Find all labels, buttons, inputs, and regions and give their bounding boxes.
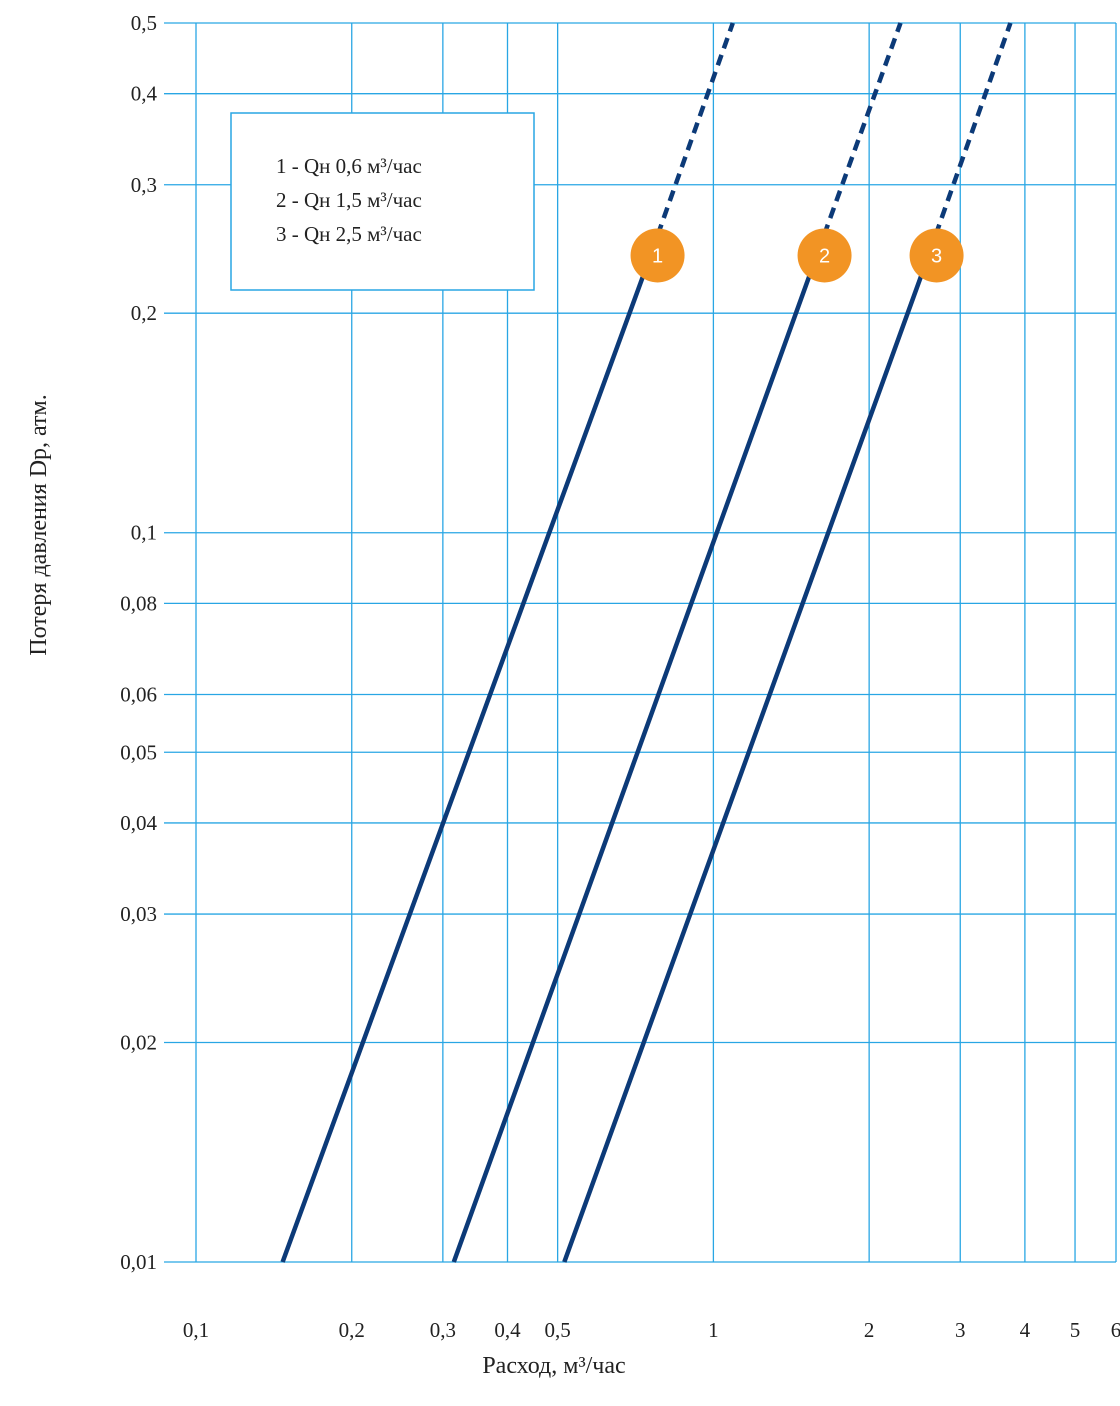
y-tick-label: 0,2	[131, 301, 157, 325]
x-tick-label: 0,3	[430, 1318, 456, 1342]
y-tick-label: 0,08	[120, 591, 157, 615]
curve-marker-label: 2	[819, 245, 830, 267]
curve-marker-2	[797, 228, 852, 283]
y-tick-label: 0,3	[131, 173, 157, 197]
curve-marker-3	[909, 228, 964, 283]
x-axis-label: Расход, м³/час	[482, 1353, 625, 1379]
x-tick-labels: 0,1 0,2 0,3 0,4 0,5 1 2 3 4 5 6	[183, 1318, 1120, 1342]
x-tick-label: 0,4	[494, 1318, 521, 1342]
legend-box	[230, 112, 535, 291]
x-tick-label: 0,2	[339, 1318, 365, 1342]
y-tick-label: 0,4	[131, 82, 158, 106]
x-tick-label: 1	[708, 1318, 719, 1342]
series-3-dashed-line	[921, 22, 1013, 270]
series-lines	[280, 22, 1013, 1263]
curve-marker-label: 1	[652, 245, 663, 267]
y-tick-label: 0,5	[131, 11, 157, 35]
curve-marker-label: 3	[931, 245, 942, 267]
series-2-dashed-line	[809, 22, 903, 270]
x-tick-label: 5	[1070, 1318, 1081, 1342]
y-tick-label: 0,03	[120, 902, 157, 926]
y-tick-labels: 0,01 0,02 0,03 0,04 0,05 0,06 0,08 0,1 0,2 0,3 0,4…	[120, 11, 157, 1274]
y-tick-label: 0,01	[120, 1250, 157, 1274]
y-tick-label: 0,02	[120, 1030, 157, 1054]
series-1-dashed-line	[643, 22, 735, 270]
x-tick-label: 0,1	[183, 1318, 209, 1342]
legend-entry-2: 2 - Qн 1,5 м³/час	[276, 188, 422, 212]
x-tick-label: 3	[955, 1318, 966, 1342]
series-3-solid-line	[562, 268, 926, 1263]
curve-markers: 1 2 3	[630, 228, 964, 283]
legend: 1 - Qн 0,6 м³/час 2 - Qн 1,5 м³/час 3 - …	[230, 112, 535, 291]
y-axis-label: Потеря давления Dp, атм.	[26, 394, 52, 655]
x-tick-label: 4	[1020, 1318, 1031, 1342]
curve-marker-1	[630, 228, 685, 283]
grid	[164, 22, 1117, 1263]
legend-entry-3: 3 - Qн 2,5 м³/час	[276, 222, 422, 246]
series-1-solid-line	[280, 268, 648, 1263]
x-tick-label: 6	[1111, 1318, 1120, 1342]
x-tick-label: 0,5	[545, 1318, 571, 1342]
y-tick-label: 0,04	[120, 811, 157, 835]
series-2-solid-line	[451, 268, 815, 1263]
legend-entry-1: 1 - Qн 0,6 м³/час	[276, 154, 422, 178]
x-tick-label: 2	[864, 1318, 875, 1342]
y-tick-label: 0,05	[120, 740, 157, 764]
y-tick-label: 0,1	[131, 521, 157, 545]
y-tick-label: 0,06	[120, 683, 157, 707]
